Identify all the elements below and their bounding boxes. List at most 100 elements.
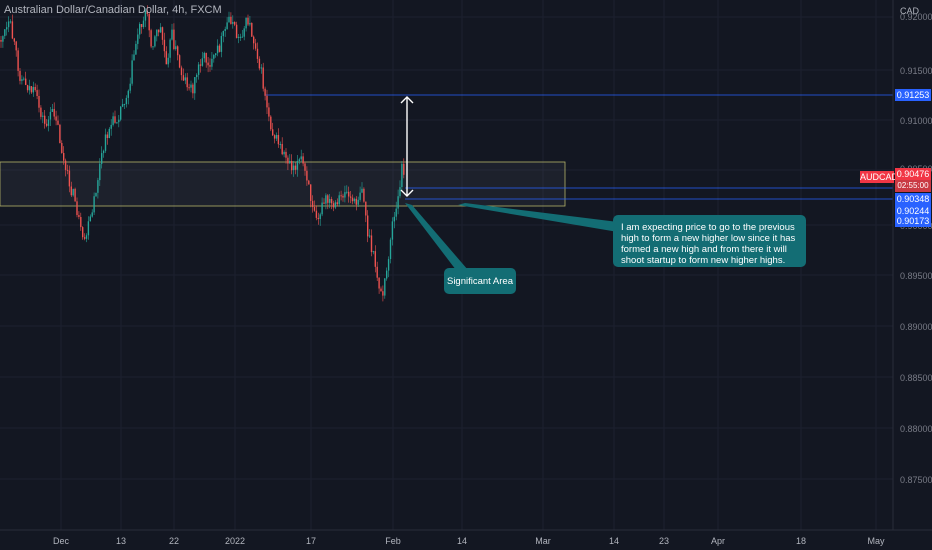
candle-body — [384, 278, 386, 296]
candle-body — [125, 97, 128, 104]
price-tag-level-high[interactable]: 0.91253 — [895, 89, 931, 101]
candle-body — [393, 216, 395, 222]
candle-body — [112, 116, 114, 125]
price-tag-level-low1[interactable]: 0.90244 — [895, 205, 931, 217]
candle-body — [74, 188, 76, 202]
candle-body — [262, 67, 264, 89]
candle-body — [6, 27, 8, 30]
candle-body — [308, 180, 310, 185]
candle-body — [260, 67, 262, 69]
time-axis-label: 18 — [795, 536, 807, 546]
candle-body — [104, 134, 107, 151]
price-tag-level-mid[interactable]: 0.90348 — [895, 193, 931, 205]
candle-body — [161, 27, 164, 40]
candle-body — [289, 161, 291, 164]
analysis-callout[interactable]: I am expecting price to go to the previo… — [613, 215, 806, 267]
time-axis-label: Feb — [385, 536, 401, 546]
candle-body — [367, 215, 369, 237]
candle-body — [154, 36, 156, 47]
candle-body — [169, 39, 171, 58]
candle-body — [49, 111, 52, 120]
candle-body — [243, 28, 245, 37]
candle-body — [241, 36, 243, 38]
candle-body — [211, 58, 213, 67]
candle-body — [199, 64, 202, 66]
candle-body — [387, 259, 390, 271]
candle-body — [317, 217, 319, 220]
candle-body — [32, 87, 34, 93]
candle-body — [239, 36, 242, 38]
significant-area-callout[interactable]: Significant Area — [444, 268, 516, 294]
candle-body — [232, 22, 234, 24]
candle-body — [152, 46, 154, 48]
candle-body — [114, 116, 116, 123]
time-axis-label: 17 — [305, 536, 317, 546]
candle-body — [245, 17, 247, 29]
candle-body — [51, 109, 53, 112]
candle-body — [342, 195, 344, 198]
candle-body — [148, 13, 150, 31]
candle-body — [21, 79, 23, 81]
candle-body — [334, 202, 337, 208]
candle-body — [129, 83, 131, 91]
candle-body — [346, 191, 348, 193]
candle-body — [7, 21, 10, 28]
candle-body — [376, 266, 378, 278]
candle-body — [277, 135, 280, 145]
time-axis-label: 23 — [658, 536, 670, 546]
candle-body — [108, 128, 110, 138]
candle-body — [336, 202, 338, 205]
candle-body — [40, 107, 42, 117]
candle-body — [120, 106, 122, 120]
candle-body — [268, 107, 270, 117]
candle-body — [26, 85, 29, 91]
candle-body — [302, 156, 304, 164]
candle-body — [87, 221, 90, 236]
candle-body — [118, 119, 120, 123]
candle-body — [177, 46, 179, 56]
candle-body — [197, 64, 200, 75]
candle-body — [386, 270, 388, 279]
candle-body — [203, 52, 205, 59]
price-tag-level-low2[interactable]: 0.90173 — [895, 215, 931, 227]
candle-body — [165, 51, 167, 65]
candle-body — [30, 86, 33, 93]
price-tag-last[interactable]: 0.90476 — [895, 168, 931, 180]
candle-body — [97, 180, 99, 193]
candle-body — [137, 34, 139, 44]
candle-body — [140, 24, 143, 27]
candle-body — [272, 129, 274, 136]
time-axis-label: Apr — [710, 536, 726, 546]
candle-body — [235, 24, 238, 38]
candle-body — [382, 291, 384, 296]
candle-body — [89, 216, 91, 222]
candle-body — [28, 86, 31, 91]
candle-body — [273, 135, 276, 139]
candle-body — [370, 235, 373, 253]
candle-body — [325, 195, 327, 204]
candle-body — [0, 40, 2, 42]
candle-body — [135, 43, 137, 55]
candle-body — [180, 67, 183, 76]
candle-body — [340, 195, 342, 197]
candle-body — [184, 77, 186, 81]
candle-body — [167, 57, 169, 65]
candle-body — [15, 41, 17, 51]
candle-body — [110, 124, 112, 129]
candle-body — [215, 53, 217, 56]
time-axis-label: 22 — [168, 536, 180, 546]
candle-body — [332, 203, 335, 208]
candle-body — [194, 77, 196, 94]
candle-body — [391, 221, 394, 240]
candle-body — [209, 65, 211, 67]
candle-body — [121, 104, 124, 107]
currency-label: CAD — [900, 6, 920, 16]
candle-body — [348, 191, 350, 197]
candle-body — [349, 196, 352, 198]
candle-body — [281, 144, 283, 155]
candle-body — [131, 60, 133, 84]
candle-body — [327, 195, 329, 203]
candle-body — [330, 199, 333, 204]
price-axis-label: 0.88000 — [900, 424, 932, 434]
